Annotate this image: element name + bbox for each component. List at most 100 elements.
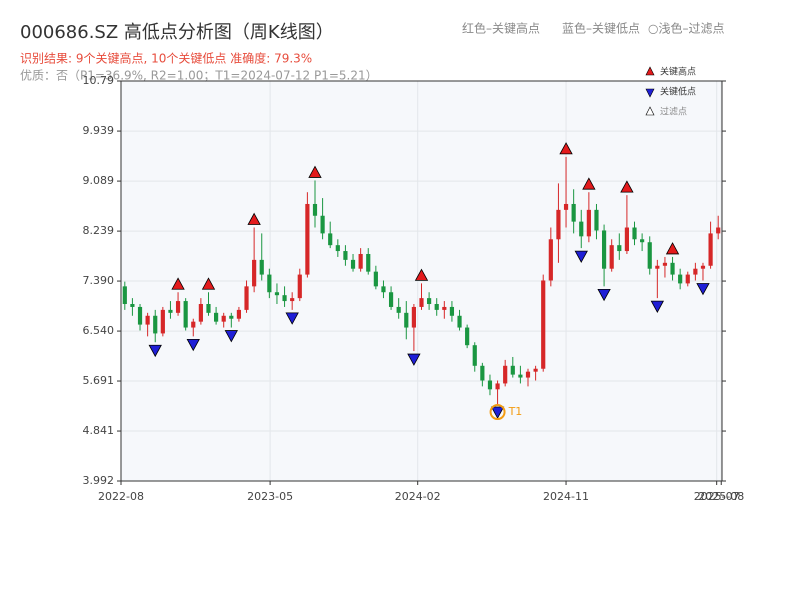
candle-body [700,265,706,269]
candle-body [411,306,416,328]
candle-body [563,203,569,210]
x-tick-label: 2024-11 [543,490,589,503]
candle-body [693,268,698,275]
candle-body [601,230,607,269]
candle-body [259,259,264,275]
candle-body [175,301,181,313]
key-low-marker [574,250,588,263]
candle-body [427,298,432,305]
candle-body [533,368,538,372]
candle-body [518,374,523,378]
candle-body [617,245,622,252]
key-high-marker [247,212,261,225]
y-tick-label: 10.79 [83,74,115,87]
y-tick-label: 9.939 [83,124,115,137]
candle-body [244,286,249,310]
candle-body [320,215,325,234]
candle-body [214,312,219,322]
chart-title: 000686.SZ 高低点分析图（周K线图） [20,22,334,43]
y-tick-label: 9.089 [83,174,115,187]
candle-body [640,239,645,243]
candle-body [396,306,401,313]
candle-body [594,209,599,231]
candle-body [137,306,143,325]
candle-body [350,259,356,269]
key-high-marker [582,177,596,190]
x-tick-label: 2023-05 [247,490,293,503]
candle-body [305,203,310,275]
candle-body [716,227,721,234]
candle-body [290,298,295,302]
candle-body [670,262,675,275]
candle-body [647,242,652,269]
annotation-ring [489,404,506,421]
candle-body [655,265,660,269]
candle-body [183,301,188,328]
legend-label: 关键高点 [660,66,696,78]
candle-body [480,365,485,381]
legend-marker [645,106,655,116]
candle-body [373,271,378,287]
key-high-marker [201,277,216,290]
candle-body [252,259,257,287]
candle-body [662,262,668,266]
legend-label: 关键低点 [660,86,696,98]
candle-body [632,227,637,240]
candle-body [708,233,713,266]
subtitle: 识别结果: 9个关键高点, 10个关键低点 准确度: 79.3% [20,51,312,66]
candle-body [297,274,302,299]
candle-body [358,253,363,269]
candle-body [472,345,477,366]
candle-body [548,239,553,281]
candle-body [229,315,234,319]
legend-marker [645,66,655,76]
candle-body [388,292,394,307]
candle-body [153,315,158,334]
candle-body [465,327,470,346]
candle-body [457,315,462,328]
key-low-marker [407,353,421,366]
y-tick-label: 7.390 [83,274,115,287]
candle-body [381,286,386,293]
x-tick-label: 2025-08 [698,490,744,503]
candle-body [343,251,348,260]
candle-body [678,274,683,284]
candle-body [191,321,196,328]
legend-marker [645,88,655,98]
candle-body [130,304,135,307]
key-low-marker [148,344,162,358]
annotation-label: T1 [508,405,523,418]
candle-body [487,380,493,390]
candle-body [525,371,531,378]
y-tick-label: 5.691 [83,374,115,387]
key-high-marker [620,180,634,193]
candle-body [503,365,508,384]
candle-body [145,315,150,325]
key-high-marker [414,268,429,281]
key-high-marker [665,242,680,255]
key-low-marker [224,330,238,343]
candle-body [609,245,614,269]
candle-body [366,253,371,272]
candle-body [236,309,242,319]
candle-body [510,365,515,375]
key-low-marker [490,406,505,419]
header-legend: 蓝色–关键低点 [562,22,640,36]
candle-body [495,383,500,390]
y-tick-label: 3.992 [83,474,115,487]
candle-body [328,233,333,246]
key-high-marker [559,142,573,155]
candle-body [312,203,318,216]
candle-body [556,209,561,240]
candle-body [198,304,203,322]
candle-body [434,304,439,310]
candle-body [168,309,173,313]
y-tick-label: 6.540 [83,324,115,337]
y-tick-label: 8.239 [83,224,115,237]
x-tick-label: 2024-02 [395,490,441,503]
candle-body [685,274,690,284]
candle-body [571,203,576,222]
candle-body [586,209,591,237]
candle-body [274,292,280,296]
